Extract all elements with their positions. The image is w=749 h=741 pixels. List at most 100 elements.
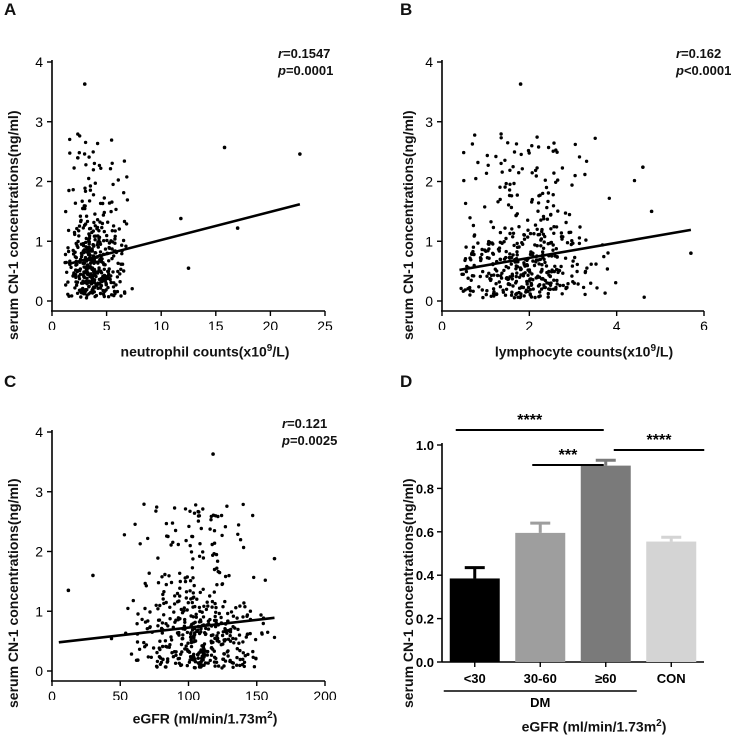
y-tick-label: 3 [35, 114, 43, 130]
significance-label: **** [517, 412, 543, 429]
data-point [178, 594, 182, 598]
data-point [169, 580, 174, 585]
data-point [196, 661, 200, 665]
data-point [202, 604, 206, 608]
data-point [115, 275, 120, 279]
data-point [559, 264, 563, 269]
data-point [172, 506, 177, 510]
data-point [549, 281, 553, 285]
data-point [80, 199, 84, 203]
data-point [259, 613, 263, 617]
data-point-outlier [689, 251, 693, 255]
data-point [100, 279, 104, 284]
data-point [238, 657, 242, 662]
data-point [193, 620, 197, 624]
data-point [528, 231, 533, 236]
bar-0 [449, 578, 500, 662]
data-point [487, 256, 491, 260]
data-point [140, 617, 144, 622]
data-point [540, 263, 544, 267]
data-point [83, 189, 88, 193]
data-point [515, 265, 520, 269]
data-point [535, 135, 539, 139]
data-point [538, 193, 542, 197]
y-tick-label: 2 [35, 174, 43, 190]
data-point [517, 171, 521, 175]
data-point [122, 191, 126, 195]
data-point [212, 567, 217, 572]
data-point [192, 595, 196, 599]
data-point [223, 599, 227, 604]
data-point [260, 631, 264, 635]
data-point [237, 641, 241, 645]
data-point [194, 612, 198, 616]
data-point [251, 649, 255, 654]
data-point [74, 255, 79, 260]
stat-p-symbol-c: p [282, 433, 290, 448]
data-point [583, 172, 587, 177]
stat-p-a: =0.0001 [285, 63, 334, 78]
data-point [238, 538, 243, 542]
data-point [103, 247, 108, 251]
data-point [515, 193, 519, 197]
data-point [192, 583, 196, 588]
data-point [531, 259, 535, 263]
data-point [504, 249, 508, 254]
data-point [201, 550, 205, 554]
data-point [489, 277, 493, 281]
data-point [527, 268, 531, 272]
data-point [82, 152, 87, 156]
data-point [506, 141, 510, 145]
data-point [545, 217, 550, 221]
data-point [87, 242, 91, 246]
data-point [213, 614, 217, 619]
data-point [478, 274, 482, 279]
data-point [549, 213, 553, 217]
data-point [546, 145, 551, 150]
data-point [74, 268, 78, 272]
data-point [92, 271, 97, 276]
data-point [493, 267, 497, 271]
data-point [477, 285, 481, 289]
data-point [530, 144, 534, 148]
data-point [87, 232, 91, 236]
data-point [251, 655, 255, 659]
data-point [154, 664, 159, 668]
data-point [173, 528, 178, 533]
data-point [212, 529, 217, 533]
data-point [149, 655, 153, 659]
data-point [607, 196, 611, 200]
data-point [92, 220, 96, 225]
data-point [517, 290, 521, 295]
data-point [593, 136, 597, 140]
data-point [106, 220, 110, 224]
data-point [93, 212, 97, 216]
data-point [541, 250, 545, 254]
data-point [460, 272, 464, 276]
data-point [498, 185, 502, 189]
data-point [111, 224, 116, 228]
data-point [208, 527, 212, 531]
data-point [546, 291, 550, 296]
data-point [105, 233, 109, 238]
data-point [105, 274, 110, 279]
data-point [468, 293, 472, 297]
data-point [181, 636, 185, 641]
bar-1 [515, 532, 566, 662]
data-point [178, 586, 182, 590]
data-point [514, 281, 518, 285]
x-tick-label: 6 [700, 318, 708, 330]
data-point [66, 280, 70, 284]
data-point [197, 554, 202, 558]
data-point [243, 654, 247, 658]
data-point [231, 665, 235, 669]
data-point [481, 295, 485, 300]
data-point [91, 168, 96, 172]
data-point [208, 658, 212, 663]
data-point [463, 258, 467, 263]
data-point [471, 289, 475, 293]
regression-line [58, 616, 275, 644]
y-tick-label: 3 [35, 484, 43, 500]
panel-label-a: A [4, 0, 17, 19]
data-point [92, 280, 97, 285]
